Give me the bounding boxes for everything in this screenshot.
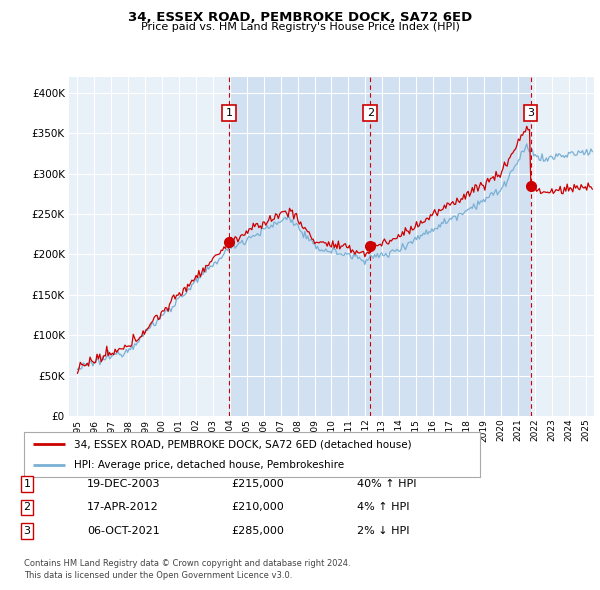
Text: 40% ↑ HPI: 40% ↑ HPI (357, 479, 416, 489)
Text: £285,000: £285,000 (231, 526, 284, 536)
Text: This data is licensed under the Open Government Licence v3.0.: This data is licensed under the Open Gov… (24, 571, 292, 580)
Text: 4% ↑ HPI: 4% ↑ HPI (357, 503, 409, 512)
Text: 34, ESSEX ROAD, PEMBROKE DOCK, SA72 6ED (detached house): 34, ESSEX ROAD, PEMBROKE DOCK, SA72 6ED … (74, 440, 412, 450)
Text: £215,000: £215,000 (231, 479, 284, 489)
Text: Contains HM Land Registry data © Crown copyright and database right 2024.: Contains HM Land Registry data © Crown c… (24, 559, 350, 568)
Text: 3: 3 (23, 526, 31, 536)
Text: 17-APR-2012: 17-APR-2012 (87, 503, 159, 512)
Text: 06-OCT-2021: 06-OCT-2021 (87, 526, 160, 536)
Text: 2: 2 (23, 503, 31, 512)
Text: 34, ESSEX ROAD, PEMBROKE DOCK, SA72 6ED: 34, ESSEX ROAD, PEMBROKE DOCK, SA72 6ED (128, 11, 472, 24)
Text: Price paid vs. HM Land Registry's House Price Index (HPI): Price paid vs. HM Land Registry's House … (140, 22, 460, 32)
Text: 19-DEC-2003: 19-DEC-2003 (87, 479, 161, 489)
Text: 2: 2 (367, 108, 374, 118)
Text: 2% ↓ HPI: 2% ↓ HPI (357, 526, 409, 536)
Text: £210,000: £210,000 (231, 503, 284, 512)
Bar (370, 77, 530, 416)
Text: 1: 1 (23, 479, 31, 489)
Text: HPI: Average price, detached house, Pembrokeshire: HPI: Average price, detached house, Pemb… (74, 460, 344, 470)
Text: 1: 1 (226, 108, 233, 118)
Text: 3: 3 (527, 108, 534, 118)
Bar (229, 77, 370, 416)
